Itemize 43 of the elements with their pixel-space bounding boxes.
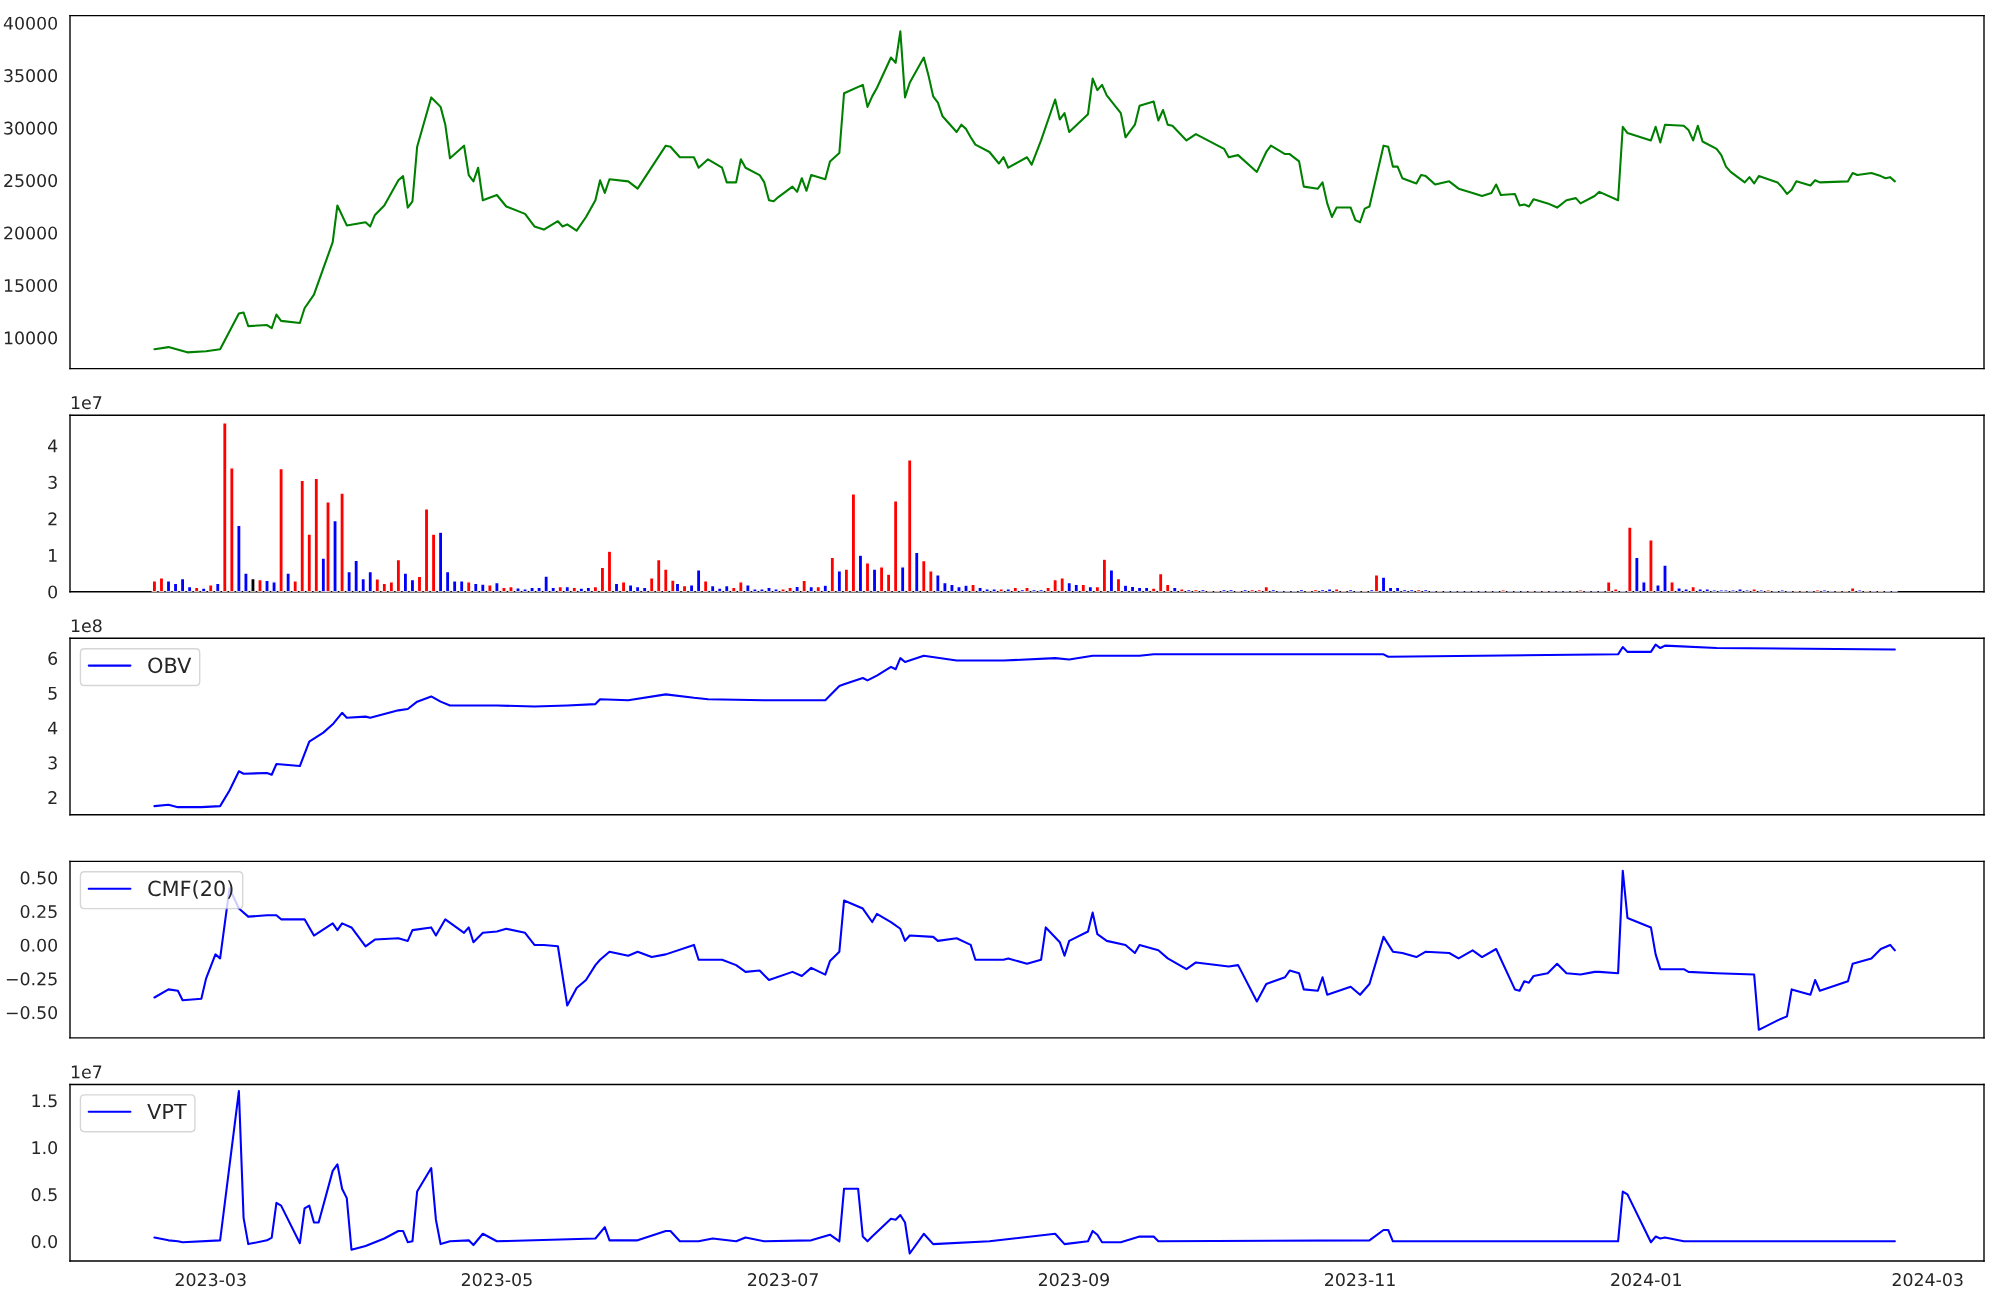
x-tick-label: 2024-03 [1892, 1273, 1963, 1287]
y-tick-label: 1.0 [32, 1141, 58, 1155]
y-tick-label: 25000 [4, 174, 58, 188]
x-tick-label: 2024-01 [1611, 1273, 1681, 1287]
y-tick-label: 3 [48, 756, 57, 770]
y-tick-label: 0.5 [31, 1188, 57, 1202]
y-tick-label: 0 [48, 585, 58, 599]
x-tick-label: 2023-07 [748, 1273, 818, 1287]
y-tick-label: 1.5 [32, 1094, 57, 1108]
x-tick-label: 2023-11 [1325, 1273, 1395, 1287]
y-tick-label: 4 [48, 721, 58, 735]
legend-label: CMF(20) [148, 880, 233, 899]
y-tick-label: 3 [48, 475, 57, 489]
y-tick-label: 35000 [4, 69, 58, 83]
y-tick-label: 0.50 [20, 871, 58, 885]
legend-label: VPT [147, 1103, 187, 1120]
y-tick-label: −0.50 [6, 1006, 58, 1020]
y-tick-label: 1 [49, 549, 57, 562]
y-tick-label: 20000 [4, 226, 58, 240]
y-tick-label: 0.00 [20, 938, 58, 952]
y-tick-label: 0.25 [20, 904, 57, 919]
y-tick-label: 30000 [4, 121, 58, 135]
y-tick-label: 5 [48, 686, 57, 700]
text: 1e7 [71, 1065, 102, 1079]
line-series [153, 30, 1896, 354]
bar [885, 573, 892, 592]
y-tick-label: 15000 [4, 278, 58, 293]
y-tick-label: 6 [48, 651, 58, 665]
y-tick-label: 4 [48, 439, 58, 453]
y-tick-label: −0.25 [6, 972, 57, 986]
y-tick-label: 2 [48, 791, 57, 804]
bar [1101, 558, 1108, 592]
x-tick-label: 2023-09 [1038, 1273, 1109, 1287]
x-tick-label: 2023-05 [461, 1273, 532, 1287]
text: 1e7 [71, 396, 102, 410]
bar [1122, 584, 1129, 592]
x-tick-label: 2023-03 [175, 1273, 246, 1287]
y-tick-label: 10000 [4, 331, 58, 345]
y-tick-label: 0.0 [31, 1234, 58, 1249]
y-tick-label: 2 [48, 512, 57, 526]
text: 1e8 [71, 619, 102, 633]
legend-label: OBV [148, 657, 192, 674]
y-tick-label: 40000 [3, 16, 58, 30]
